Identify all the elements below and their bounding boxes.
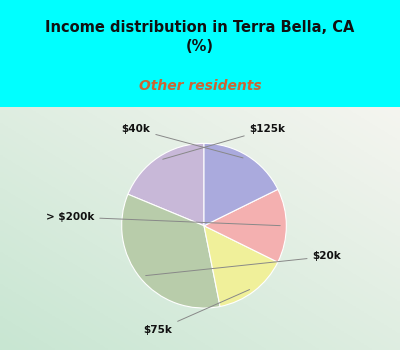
Text: $125k: $125k <box>163 124 286 159</box>
Wedge shape <box>204 189 286 262</box>
Wedge shape <box>204 144 278 226</box>
Wedge shape <box>128 144 204 226</box>
Text: $20k: $20k <box>146 252 341 275</box>
Text: $40k: $40k <box>122 124 243 158</box>
Text: > $200k: > $200k <box>46 212 280 226</box>
Text: Other residents: Other residents <box>139 79 261 93</box>
Text: $75k: $75k <box>144 289 250 335</box>
Wedge shape <box>204 226 278 307</box>
Text: Income distribution in Terra Bella, CA
(%): Income distribution in Terra Bella, CA (… <box>45 20 355 54</box>
Wedge shape <box>122 194 220 308</box>
